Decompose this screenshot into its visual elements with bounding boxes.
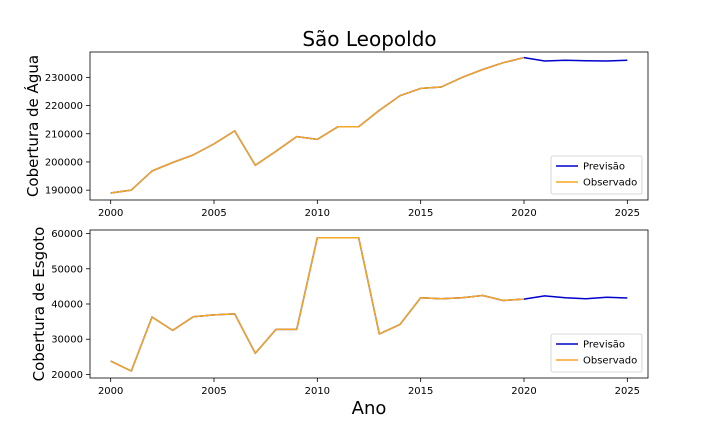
x-tick-label: 2020 <box>511 208 536 219</box>
series-line-observado <box>110 56 525 194</box>
legend-label: Observado <box>583 178 637 189</box>
y-tick-label: 30000 <box>51 335 83 346</box>
x-axis-label: Ano <box>352 398 387 419</box>
legend: Previsão Observado <box>550 155 643 195</box>
x-tick-label: 2000 <box>98 386 123 397</box>
x-tick-label: 2010 <box>305 208 330 219</box>
y-axis-label: Cobertura de Esgoto <box>30 227 48 382</box>
y-tick-label: 190000 <box>45 186 83 197</box>
y-axis-label: Cobertura de Água <box>23 55 42 197</box>
subplot-2: 2000 2005 2010 2015 2020 2025 20000 30000 40000 5… <box>30 227 649 397</box>
y-tick-label: 210000 <box>45 129 83 140</box>
subplots: 2000 2005 2010 2015 2020 2025 190000 200000 2100… <box>23 51 649 397</box>
subplot-1: 2000 2005 2010 2015 2020 2025 190000 200000 2100… <box>23 51 649 219</box>
x-tick-label: 2025 <box>615 208 640 219</box>
legend-label: Previsão <box>583 162 625 173</box>
legend: Previsão Observado <box>550 333 643 373</box>
legend-label: Previsão <box>583 340 625 351</box>
x-tick-label: 2020 <box>511 386 536 397</box>
y-tick-label: 220000 <box>45 101 83 112</box>
x-tick-label: 2005 <box>201 208 226 219</box>
y-tick-label: 40000 <box>51 300 83 311</box>
series-line-observado <box>110 237 525 372</box>
plot-frame <box>89 51 649 201</box>
x-tick-label: 2015 <box>408 208 433 219</box>
chart-title: São Leopoldo <box>302 27 436 51</box>
x-tick-label: 2000 <box>98 208 123 219</box>
y-tick-label: 200000 <box>45 157 83 168</box>
y-tick-label: 60000 <box>51 229 83 240</box>
y-tick-label: 50000 <box>51 264 83 275</box>
y-tick-label: 230000 <box>45 73 83 84</box>
legend-label: Observado <box>583 356 637 367</box>
y-tick-label: 20000 <box>51 370 83 381</box>
x-tick-label: 2015 <box>408 386 433 397</box>
x-tick-label: 2010 <box>305 386 330 397</box>
x-tick-label: 2025 <box>615 386 640 397</box>
x-tick-label: 2005 <box>201 386 226 397</box>
